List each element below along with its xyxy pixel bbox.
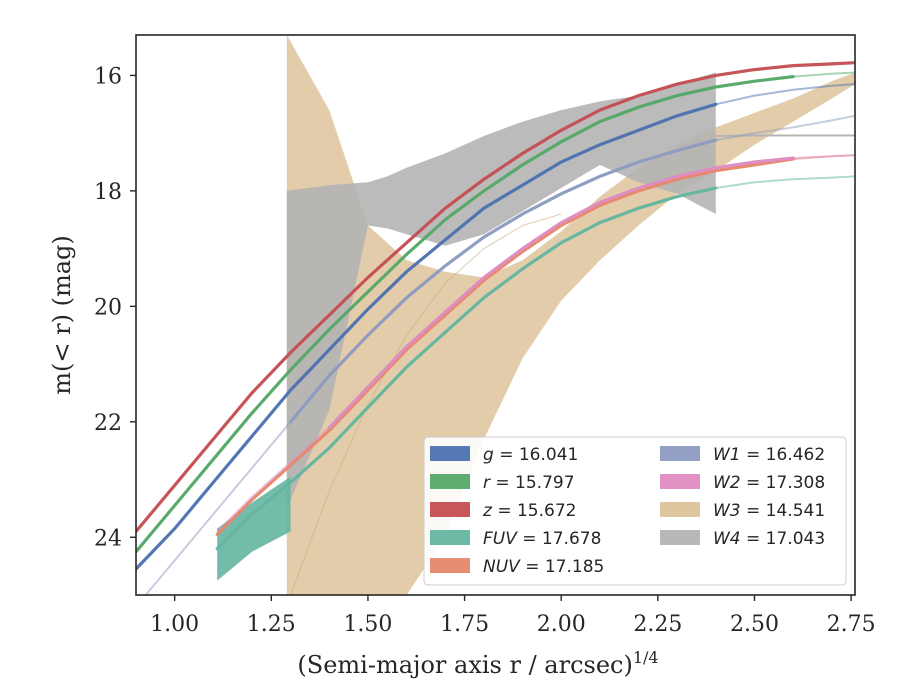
x-tick-label: 1.00 [150,612,199,637]
legend-var-z: z [482,501,493,521]
legend-value-r: = 15.797 [490,473,575,493]
legend-swatch-w3 [660,502,700,517]
legend-var-g: g [483,445,494,465]
y-tick-label: 16 [94,64,122,89]
legend-label-w4: W4 = 17.043 [713,529,825,549]
w1-profile-line [289,138,718,424]
y-tick-label: 22 [94,411,122,436]
legend-swatch-nuv [430,558,470,573]
legend-value-nuv: = 17.185 [520,557,605,577]
legend-label-fuv: FUV = 17.678 [483,529,601,549]
lines-layer [136,61,855,595]
legend-value-w2: = 17.308 [741,473,826,493]
legend-value-g: = 16.041 [494,445,579,465]
g-profile-line [136,102,718,571]
legend-var-w2: W2 [713,473,741,493]
legend-var-r: r [483,473,491,493]
legend-var-w1: W1 [713,445,741,465]
x-axis-ticks: 1.00 1.25 1.50 1.75 2.00 2.25 2.50 2.75 [150,595,876,637]
w2-profile-line [327,156,795,430]
y-axis-label: m(< r) (mag) [48,235,76,394]
x-tick-label: 2.50 [730,612,779,637]
legend-frame [423,436,847,586]
z-profile-line [136,61,855,534]
legend-value-w4: = 17.043 [741,529,826,549]
legend-value-w3: = 14.541 [741,501,826,521]
x-tick-label: 1.25 [247,612,296,637]
legend-label-w3: W3 = 14.541 [713,501,825,521]
r-profile-line [136,75,795,554]
legend-label-g: g = 16.041 [483,445,578,465]
legend-label-w2: W2 = 17.308 [713,473,825,493]
legend-var-w4: W4 [713,529,741,549]
x-tick-label: 2.25 [633,612,682,637]
y-axis-ticks: 16 18 20 22 24 [94,64,136,551]
x-tick-label: 1.50 [343,612,392,637]
legend-value-w1: = 16.462 [741,445,826,465]
legend-swatch-w2 [660,474,700,489]
legend-label-r: r = 15.797 [483,473,575,493]
legend-var-fuv: FUV [483,529,518,549]
y-tick-label: 20 [94,295,122,320]
fuv-profile-line [215,186,718,551]
legend-swatch-r [430,474,470,489]
x-tick-label: 2.00 [537,612,586,637]
legend-swatch-fuv [430,530,470,545]
x-axis-label-exponent: 1/4 [633,648,659,667]
legend-label-nuv: NUV = 17.185 [483,557,604,577]
legend-var-w3: W3 [713,501,741,521]
legend-label-w1: W1 = 16.462 [713,445,825,465]
legend-value-z: = 15.672 [492,501,577,521]
y-tick-label: 18 [94,180,122,205]
x-tick-label: 2.75 [827,612,876,637]
w4-band [286,72,716,509]
x-axis-label-text: (Semi-major axis r / arcsec) [297,651,632,679]
plot-frame [135,34,856,596]
legend-swatch-z [430,502,470,517]
legend-swatch-g [430,446,470,461]
x-axis-label: (Semi-major axis r / arcsec)1/4 [297,648,658,679]
legend-swatch-w4 [660,530,700,545]
legend-label-z: z = 15.672 [482,501,576,521]
nuv-profile-line [215,157,795,536]
legend-var-nuv: NUV [483,557,521,577]
x-tick-label: 1.75 [440,612,489,637]
legend-value-fuv: = 17.678 [517,529,602,549]
y-tick-label: 24 [94,526,122,551]
w3-inner-curve [290,213,562,595]
legend-swatch-w1 [660,446,700,461]
fuv-uncertainty-band [217,476,291,581]
